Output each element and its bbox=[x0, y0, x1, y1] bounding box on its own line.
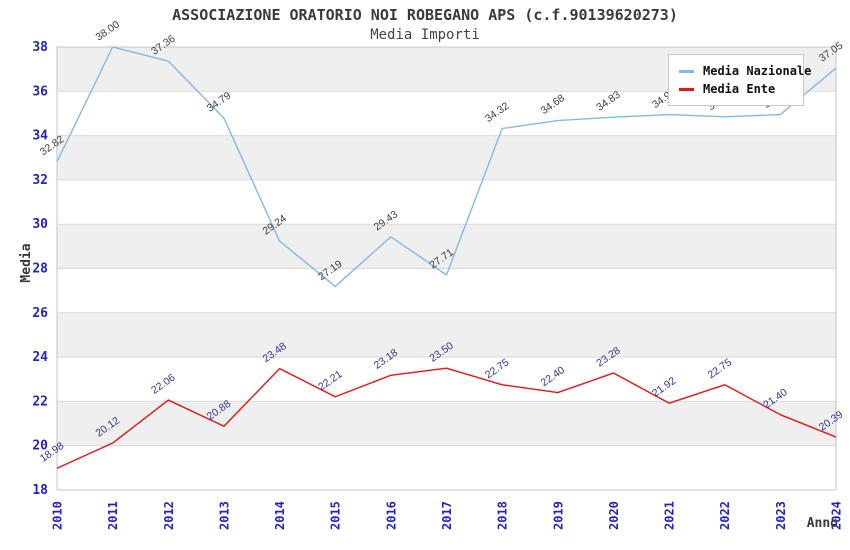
series-line-media-nazionale bbox=[56, 46, 837, 288]
svg-text:2021: 2021 bbox=[663, 501, 677, 530]
line-swatch-icon bbox=[679, 87, 694, 91]
svg-text:2015: 2015 bbox=[329, 501, 343, 530]
svg-text:2012: 2012 bbox=[162, 501, 176, 530]
legend-item-media-ente: Media Ente bbox=[679, 80, 795, 98]
svg-text:2023: 2023 bbox=[774, 501, 788, 530]
plot-border bbox=[56, 46, 837, 491]
svg-text:2010: 2010 bbox=[51, 501, 65, 530]
svg-text:2017: 2017 bbox=[440, 501, 454, 530]
svg-text:32: 32 bbox=[32, 173, 48, 188]
chart-subtitle: Media Importi bbox=[370, 27, 480, 43]
x-axis-tick-labels: 2010 2011 2012 2013 2014 2015 2016 2017 2018 2019… bbox=[51, 501, 844, 530]
x-axis-title: Anno bbox=[807, 516, 838, 531]
svg-text:2022: 2022 bbox=[718, 501, 732, 530]
chart-legend: Media Nazionale Media Ente bbox=[668, 54, 811, 106]
svg-text:2013: 2013 bbox=[217, 501, 231, 530]
svg-text:2019: 2019 bbox=[551, 501, 565, 530]
legend-label: Media Ente bbox=[703, 82, 776, 96]
svg-text:24: 24 bbox=[32, 350, 48, 365]
svg-text:2020: 2020 bbox=[607, 501, 621, 530]
svg-text:28: 28 bbox=[32, 262, 48, 277]
page-title: ASSOCIAZIONE ORATORIO NOI ROBEGANO APS (… bbox=[172, 6, 678, 24]
series-line-media-ente bbox=[56, 367, 837, 469]
svg-text:30: 30 bbox=[32, 217, 48, 232]
svg-text:34: 34 bbox=[32, 129, 48, 144]
svg-text:38.00: 38.00 bbox=[93, 18, 122, 43]
svg-text:2024: 2024 bbox=[830, 501, 844, 530]
plot-bands bbox=[57, 47, 836, 490]
svg-text:2011: 2011 bbox=[106, 501, 120, 530]
line-swatch-icon bbox=[679, 69, 694, 73]
svg-text:20: 20 bbox=[32, 439, 48, 454]
svg-text:2016: 2016 bbox=[384, 501, 398, 530]
y-axis-tick-labels: 18 20 22 24 26 28 30 32 34 36 38 bbox=[32, 40, 48, 498]
legend-label: Media Nazionale bbox=[703, 64, 812, 78]
svg-text:26: 26 bbox=[32, 306, 48, 321]
svg-text:2018: 2018 bbox=[496, 501, 510, 530]
svg-text:2014: 2014 bbox=[273, 501, 287, 530]
svg-text:18: 18 bbox=[32, 483, 48, 498]
svg-text:22: 22 bbox=[32, 394, 48, 409]
svg-text:38: 38 bbox=[32, 40, 48, 55]
y-axis-title: Media bbox=[19, 243, 34, 282]
legend-item-media-nazionale: Media Nazionale bbox=[679, 62, 811, 80]
svg-text:36: 36 bbox=[32, 84, 48, 99]
